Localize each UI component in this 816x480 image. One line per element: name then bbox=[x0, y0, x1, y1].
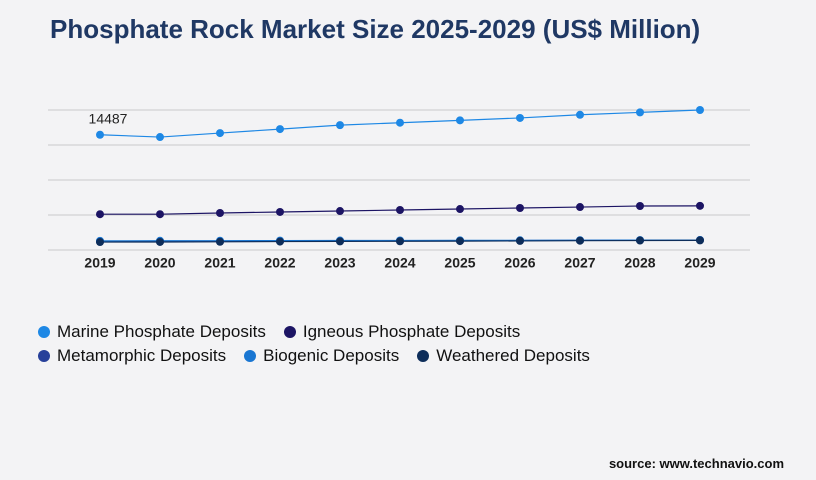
x-tick-label: 2022 bbox=[264, 255, 295, 271]
legend-item: Metamorphic Deposits bbox=[38, 346, 226, 366]
x-tick-label: 2028 bbox=[624, 255, 655, 271]
legend-marker bbox=[283, 326, 296, 338]
data-point bbox=[396, 237, 404, 246]
data-point bbox=[396, 118, 404, 127]
data-point bbox=[96, 238, 104, 247]
data-point bbox=[216, 237, 224, 246]
data-label: 14487 bbox=[89, 110, 128, 126]
x-tick-label: 2026 bbox=[504, 255, 535, 271]
data-point bbox=[576, 110, 584, 119]
x-tick-label: 2025 bbox=[444, 255, 475, 271]
data-point bbox=[276, 207, 284, 216]
data-point bbox=[216, 129, 224, 138]
data-point bbox=[156, 133, 164, 142]
legend-marker bbox=[38, 326, 50, 338]
data-point bbox=[636, 108, 644, 117]
legend-label: Weathered Deposits bbox=[436, 346, 590, 365]
data-point bbox=[276, 237, 284, 246]
x-tick-label: 2029 bbox=[684, 255, 715, 271]
data-point bbox=[576, 203, 584, 212]
legend-item: Weathered Deposits bbox=[417, 346, 590, 366]
data-point bbox=[156, 210, 164, 219]
legend-label: Metamorphic Deposits bbox=[57, 346, 227, 365]
legend-marker bbox=[38, 350, 50, 362]
legend-label: Igneous Phosphate Deposits bbox=[302, 322, 521, 341]
data-point bbox=[456, 116, 464, 125]
legend-label: Marine Phosphate Deposits bbox=[57, 322, 266, 341]
data-point bbox=[156, 237, 164, 246]
data-point bbox=[636, 236, 644, 245]
data-point bbox=[336, 207, 344, 216]
data-point bbox=[696, 106, 704, 114]
data-point bbox=[216, 209, 224, 218]
x-tick-label: 2023 bbox=[324, 255, 355, 271]
data-point bbox=[396, 205, 404, 214]
data-point bbox=[516, 113, 524, 122]
source: source: www.technavio.com bbox=[608, 456, 784, 471]
x-tick-label: 2027 bbox=[564, 255, 595, 271]
plot: 2019 2020 2021 2022 2023 2024 2025 2026 2027 2028… bbox=[48, 106, 750, 271]
legend-label: Biogenic Deposits bbox=[263, 346, 400, 365]
x-tick-label: 2021 bbox=[204, 255, 235, 271]
x-tick-label: 2020 bbox=[144, 255, 175, 271]
data-point bbox=[456, 205, 464, 214]
x-tick-label: 2024 bbox=[384, 255, 415, 271]
data-point bbox=[336, 237, 344, 246]
data-point bbox=[276, 125, 284, 134]
data-point bbox=[576, 236, 584, 245]
legend-item: Biogenic Deposits bbox=[244, 346, 399, 366]
data-point bbox=[696, 201, 704, 210]
legend-marker bbox=[417, 350, 430, 362]
data-point bbox=[636, 202, 644, 211]
x-tick-label: 2019 bbox=[84, 255, 115, 271]
data-point bbox=[96, 130, 104, 139]
chart-title: Phosphate Rock Market Size 2025-2029 (US… bbox=[50, 14, 701, 44]
legend-item: Igneous Phosphate Deposits bbox=[283, 322, 521, 342]
data-point bbox=[516, 204, 524, 212]
data-point bbox=[336, 121, 344, 130]
data-point bbox=[456, 237, 464, 246]
legend-item: Marine Phosphate Deposits bbox=[38, 322, 266, 342]
data-point bbox=[516, 236, 524, 245]
data-point bbox=[96, 210, 104, 219]
legend: Marine Phosphate Deposits Igneous Phospha… bbox=[38, 322, 678, 366]
data-point bbox=[696, 236, 704, 245]
legend-marker bbox=[244, 350, 257, 362]
